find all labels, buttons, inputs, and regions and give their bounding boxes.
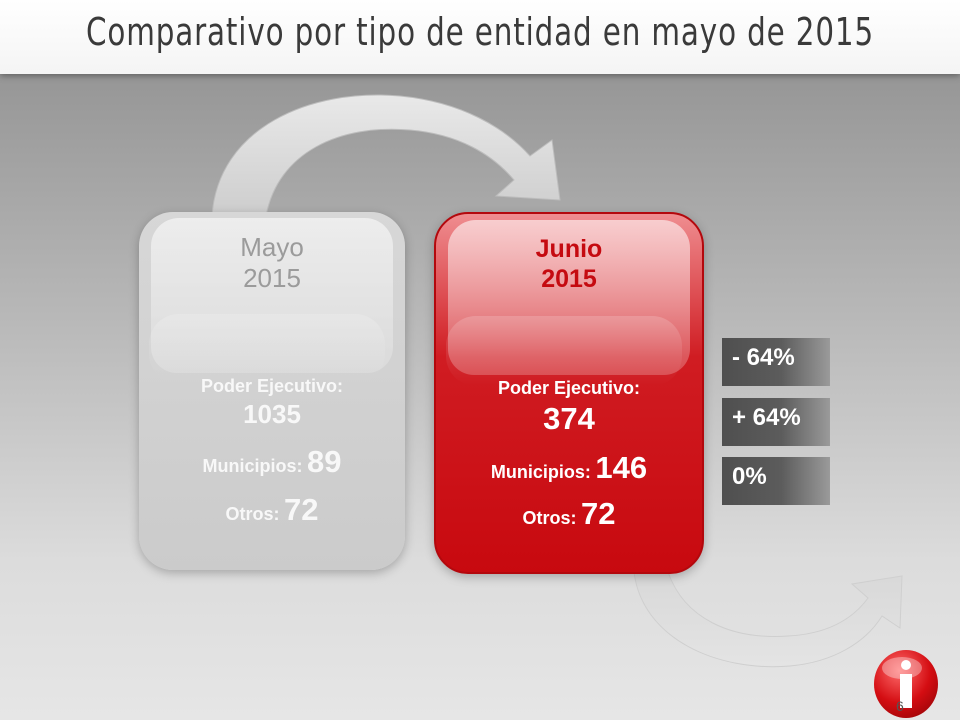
poder-ejecutivo-label: Poder Ejecutivo: (200, 376, 344, 396)
municipios-stat: Municipios: 89 (139, 444, 405, 480)
municipios-value: 146 (595, 450, 648, 485)
card-gloss (448, 220, 690, 375)
change-poder-ejecutivo: - 64% (722, 338, 830, 386)
info-logo-icon (874, 650, 938, 718)
poder-ejecutivo-label: Poder Ejecutivo: (497, 378, 641, 398)
curved-arrow-bottom-icon (633, 572, 903, 668)
otros-value: 72 (283, 492, 319, 527)
card-gloss (151, 218, 393, 373)
otros-label: Otros: (522, 508, 577, 528)
card-may-2015: Mayo 2015 Poder Ejecutivo: 1035 Municipi… (139, 212, 405, 570)
card-title-year: 2015 (243, 263, 301, 293)
otros-label: Otros: (225, 504, 280, 524)
curved-arrow-top-icon (211, 94, 561, 217)
card-title-month: Mayo (240, 232, 304, 262)
card-title-year: 2015 (541, 265, 597, 293)
change-otros: 0% (722, 457, 830, 505)
title-bar: Comparativo por tipo de entidad en mayo … (0, 0, 960, 74)
poder-ejecutivo-value: 374 (543, 401, 595, 436)
card-title-may: Mayo 2015 (139, 232, 405, 294)
card-title-month: Junio (535, 235, 603, 263)
municipios-label: Municipios: (490, 462, 591, 482)
card-inner-highlight (149, 314, 385, 384)
card-inner-highlight (446, 316, 682, 386)
poder-ejecutivo-value: 1035 (243, 399, 301, 429)
poder-ejecutivo-stat: Poder Ejecutivo: 1035 (139, 376, 405, 430)
otros-stat: Otros: 72 (139, 492, 405, 528)
card-jun-2015: Junio 2015 Poder Ejecutivo: 374 Municipi… (434, 212, 704, 574)
change-municipios: + 64% (722, 398, 830, 446)
municipios-label: Municipios: (202, 456, 303, 476)
municipios-value: 89 (306, 444, 342, 479)
municipios-stat: Municipios: 146 (436, 450, 702, 486)
card-title-jun: Junio 2015 (436, 234, 702, 294)
otros-stat: Otros: 72 (436, 496, 702, 532)
slide-title: Comparativo por tipo de entidad en mayo … (85, 10, 875, 54)
page-number: 6 (896, 698, 904, 714)
poder-ejecutivo-stat: Poder Ejecutivo: 374 (436, 378, 702, 437)
otros-value: 72 (580, 496, 616, 531)
